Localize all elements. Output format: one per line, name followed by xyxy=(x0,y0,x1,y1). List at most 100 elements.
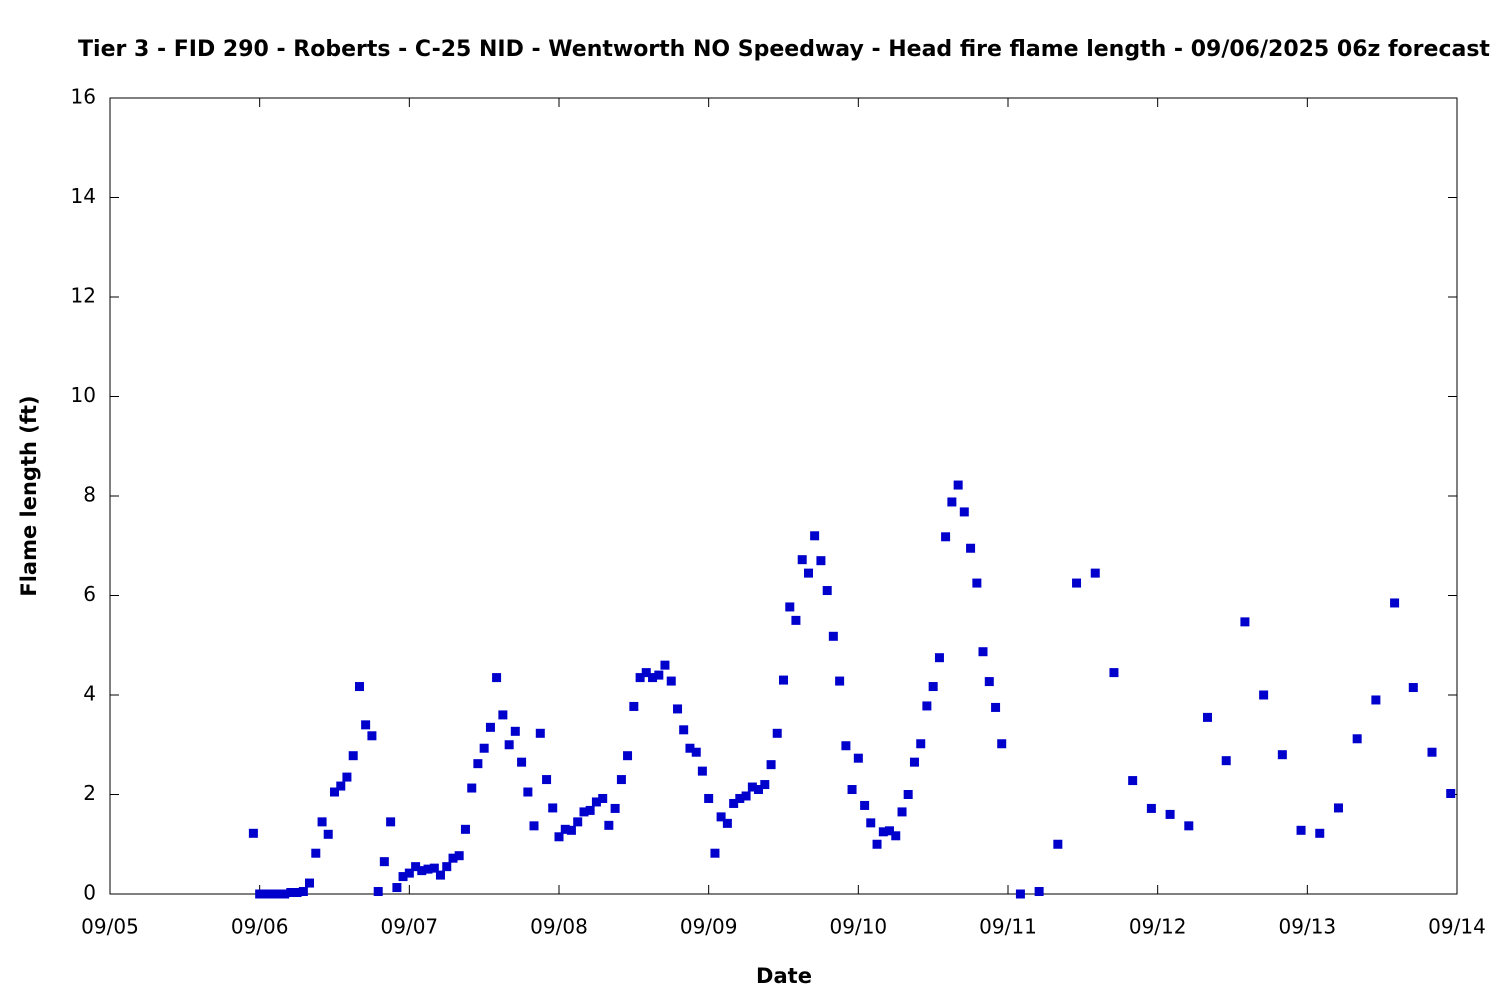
data-point xyxy=(305,878,315,888)
data-point xyxy=(1240,617,1250,627)
data-point xyxy=(467,783,477,793)
data-point xyxy=(1446,789,1456,799)
x-tick-label: 09/09 xyxy=(680,915,738,939)
data-point xyxy=(348,751,358,761)
data-point xyxy=(966,543,976,553)
data-point xyxy=(591,797,601,807)
data-point xyxy=(847,785,857,795)
data-point xyxy=(810,531,820,541)
data-point xyxy=(560,824,570,834)
data-point xyxy=(579,807,589,817)
data-point xyxy=(479,743,489,753)
data-point xyxy=(884,826,894,836)
data-point xyxy=(872,839,882,849)
data-point xyxy=(298,887,308,897)
y-tick-label: 12 xyxy=(71,284,96,308)
y-tick-label: 8 xyxy=(83,483,96,507)
data-point xyxy=(959,507,969,517)
data-point xyxy=(635,673,645,683)
data-point xyxy=(311,848,321,858)
data-point xyxy=(1203,712,1213,722)
data-point xyxy=(772,728,782,738)
data-point xyxy=(379,857,389,867)
data-point xyxy=(803,568,813,578)
data-point xyxy=(529,821,539,831)
data-point xyxy=(566,825,576,835)
data-point xyxy=(336,781,346,791)
y-axis-label: Flame length (ft) xyxy=(17,395,41,596)
y-tick-label: 0 xyxy=(83,881,96,905)
data-point xyxy=(991,702,1001,712)
data-point xyxy=(448,853,458,863)
data-point xyxy=(735,793,745,803)
data-point xyxy=(654,670,664,680)
data-point xyxy=(342,772,352,782)
data-point xyxy=(504,740,514,750)
x-tick-label: 09/05 xyxy=(81,915,139,939)
data-point xyxy=(535,728,545,738)
data-point xyxy=(392,883,402,893)
data-point xyxy=(417,866,427,876)
x-tick-label: 09/08 xyxy=(530,915,588,939)
data-point xyxy=(666,676,676,686)
data-point xyxy=(984,677,994,687)
data-point xyxy=(460,824,470,834)
data-point xyxy=(1315,828,1325,838)
y-tick-label: 4 xyxy=(83,682,96,706)
data-point xyxy=(517,757,527,767)
data-point xyxy=(323,829,333,839)
data-point xyxy=(716,812,726,822)
x-tick-label: 09/07 xyxy=(381,915,439,939)
data-point xyxy=(760,780,770,790)
y-tick-label: 6 xyxy=(83,582,96,606)
y-tick-label: 10 xyxy=(71,383,96,407)
data-point xyxy=(916,739,926,749)
y-tick-label: 2 xyxy=(83,781,96,805)
data-point xyxy=(386,817,396,827)
data-point xyxy=(585,805,595,815)
data-point xyxy=(853,753,863,763)
data-point xyxy=(442,862,452,872)
data-point xyxy=(523,787,533,797)
x-tick-label: 09/06 xyxy=(231,915,289,939)
data-point xyxy=(1128,776,1138,786)
data-point xyxy=(454,851,464,861)
data-point xyxy=(860,800,870,810)
data-point xyxy=(822,586,832,596)
data-point xyxy=(1352,734,1362,744)
data-point xyxy=(1333,803,1343,813)
data-point xyxy=(361,720,371,730)
data-point xyxy=(367,731,377,741)
data-point xyxy=(492,673,502,683)
data-point xyxy=(629,701,639,711)
data-point xyxy=(1146,803,1156,813)
data-point xyxy=(1296,825,1306,835)
data-point xyxy=(1165,809,1175,819)
data-point xyxy=(878,827,888,837)
data-point xyxy=(947,497,957,507)
data-point xyxy=(1277,750,1287,760)
data-point xyxy=(934,653,944,663)
data-point xyxy=(1034,887,1044,897)
data-point xyxy=(598,793,608,803)
data-point xyxy=(1408,683,1418,693)
data-point xyxy=(1427,747,1437,757)
data-point xyxy=(679,725,689,735)
data-point xyxy=(1371,695,1381,705)
data-point xyxy=(978,647,988,657)
data-point xyxy=(648,673,658,683)
data-point xyxy=(542,775,552,785)
data-point xyxy=(261,889,271,899)
data-point xyxy=(691,747,701,757)
data-point xyxy=(909,757,919,767)
data-point xyxy=(741,791,751,801)
data-point xyxy=(697,766,707,776)
data-point xyxy=(510,726,520,736)
chart-title: Tier 3 - FID 290 - Roberts - C-25 NID - … xyxy=(78,37,1490,62)
data-point xyxy=(398,872,408,882)
data-point xyxy=(373,887,383,897)
data-point xyxy=(791,615,801,625)
data-point xyxy=(548,803,558,813)
data-point xyxy=(797,555,807,565)
data-point xyxy=(685,743,695,753)
